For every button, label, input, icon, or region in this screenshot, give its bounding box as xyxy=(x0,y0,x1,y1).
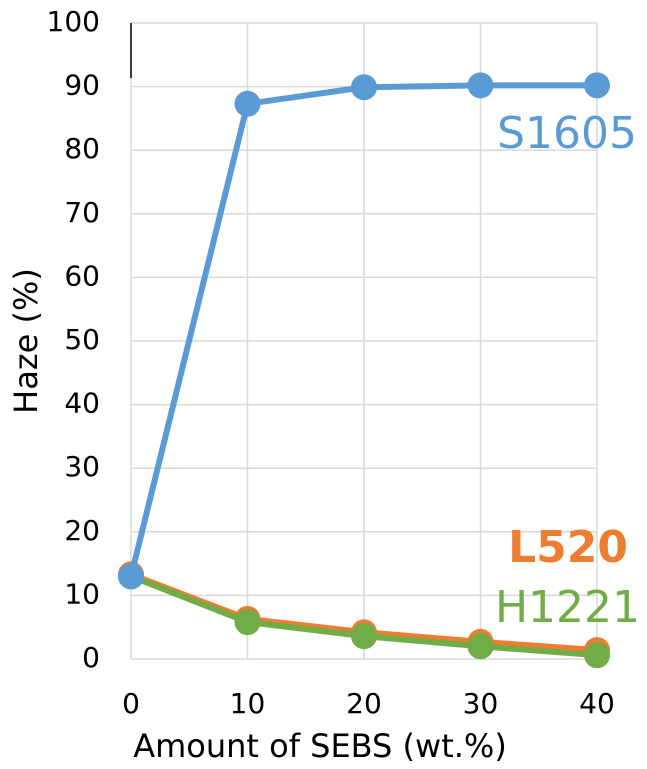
series-label: H1221 xyxy=(495,582,640,633)
x-axis-title: Amount of SEBS (wt.%) xyxy=(133,727,507,765)
x-tick-label: 30 xyxy=(463,687,499,720)
y-tick-label: 60 xyxy=(64,259,100,292)
y-tick-label: 80 xyxy=(64,132,100,165)
y-axis-title: Haze (%) xyxy=(7,268,45,414)
y-tick-label: 40 xyxy=(64,387,100,420)
x-tick-label: 0 xyxy=(122,687,140,720)
y-tick-label: 70 xyxy=(64,196,100,229)
marker xyxy=(234,90,261,117)
y-tick-label: 100 xyxy=(47,5,100,38)
marker xyxy=(467,72,494,99)
y-tick-label: 0 xyxy=(82,641,100,674)
marker xyxy=(584,72,610,99)
y-tick-label: 90 xyxy=(64,69,100,102)
series-label: L520 xyxy=(508,522,628,573)
y-tick-label: 50 xyxy=(64,323,100,356)
y-tick-label: 10 xyxy=(64,577,100,610)
x-tick-label: 20 xyxy=(346,687,382,720)
marker xyxy=(351,623,377,650)
marker xyxy=(118,563,144,590)
series-label: S1605 xyxy=(497,108,637,159)
marker xyxy=(584,642,610,669)
marker xyxy=(467,633,494,660)
x-tick-label: 10 xyxy=(230,687,266,720)
marker xyxy=(234,609,261,636)
y-tick-label: 20 xyxy=(64,514,100,547)
y-tick-label: 30 xyxy=(64,450,100,483)
marker xyxy=(351,74,377,101)
x-tick-label: 40 xyxy=(579,687,615,720)
